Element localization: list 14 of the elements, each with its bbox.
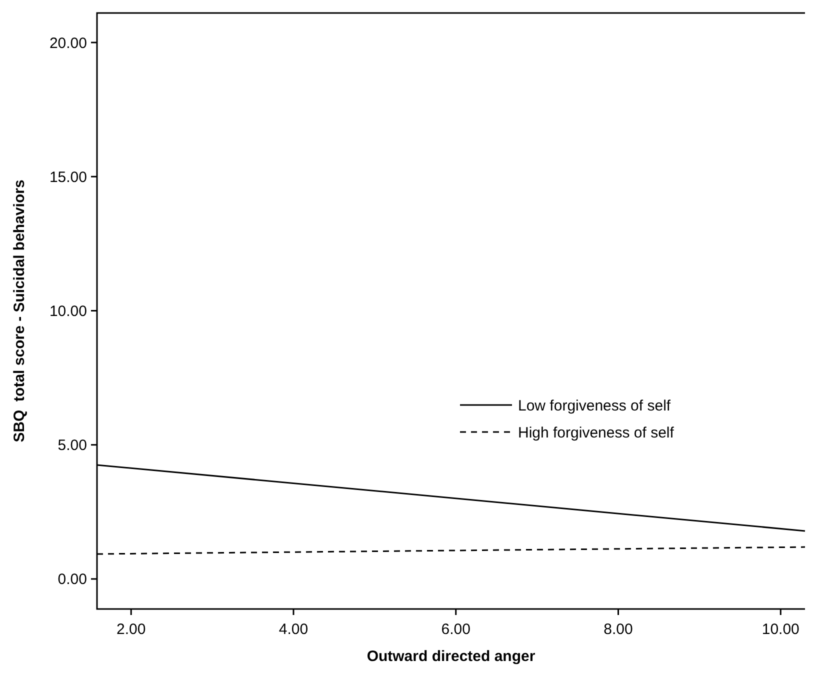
x-tick-label: 6.00 bbox=[441, 621, 470, 638]
legend-label: Low forgiveness of self bbox=[518, 397, 672, 414]
x-tick-label: 4.00 bbox=[278, 621, 308, 638]
y-tick-label: 10.00 bbox=[49, 302, 87, 320]
y-tick-label: 20.00 bbox=[49, 34, 87, 52]
y-tick-label: 0.00 bbox=[58, 571, 87, 588]
y-tick-label: 5.00 bbox=[58, 437, 87, 454]
x-axis-title: Outward directed anger bbox=[366, 648, 536, 665]
x-tick-label: 10.00 bbox=[762, 621, 800, 638]
legend-label: High forgiveness of self bbox=[518, 424, 675, 442]
y-axis-title: SBQ total score - Suicidal behaviors bbox=[11, 180, 28, 442]
y-tick-label: 15.00 bbox=[49, 168, 87, 186]
x-tick-label: 8.00 bbox=[604, 621, 633, 638]
x-tick-label: 2.00 bbox=[116, 621, 146, 638]
